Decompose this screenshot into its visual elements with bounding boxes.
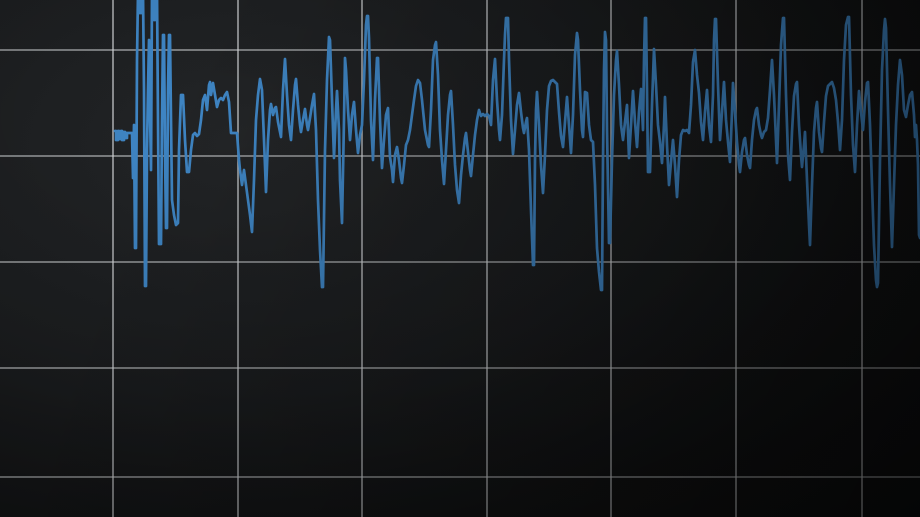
waveform-series	[113, 0, 920, 292]
waveform-line	[113, 0, 920, 292]
